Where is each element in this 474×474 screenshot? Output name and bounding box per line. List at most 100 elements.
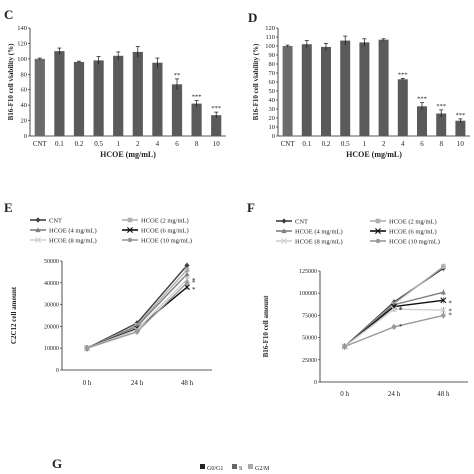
category-label: 1 xyxy=(363,140,367,148)
y-tick-label: 30 xyxy=(269,106,276,113)
y-tick-label: 110 xyxy=(265,34,275,41)
y-tick-label: 100000 xyxy=(299,291,317,297)
data-point xyxy=(441,313,446,318)
y-tick-label: 0 xyxy=(24,133,27,140)
y-tick-label: 140 xyxy=(17,25,27,32)
data-point xyxy=(184,262,190,268)
legend-marker xyxy=(127,237,133,243)
legend-label: HCOE (8 mg/mL) xyxy=(49,238,97,245)
y-tick-label: 50000 xyxy=(302,336,317,342)
y-tick-label: 80 xyxy=(21,71,28,78)
y-tick-label: 125000 xyxy=(299,269,317,275)
legend-marker xyxy=(375,238,381,244)
significance-mark: ** xyxy=(174,72,181,79)
legend-marker xyxy=(375,228,381,234)
data-point xyxy=(84,345,90,351)
legend-marker-b xyxy=(35,237,41,243)
bar-4 xyxy=(397,79,408,136)
bar-2 xyxy=(378,39,389,137)
category-label: 4 xyxy=(401,140,405,148)
y-tick-label: 40000 xyxy=(44,281,59,287)
x-axis-label: HCOE (mg/mL) xyxy=(100,150,156,159)
g-legend-swatch-s xyxy=(232,464,237,469)
y-tick-label: 60 xyxy=(269,79,276,86)
x-tick-label: 0 h xyxy=(83,379,92,387)
data-point xyxy=(441,264,446,269)
legend-label: HCOE (6 mg/mL) xyxy=(141,228,189,235)
bar-6 xyxy=(417,106,427,136)
category-label: 2 xyxy=(136,140,140,148)
legend-marker xyxy=(127,217,133,223)
significance-mark: *** xyxy=(417,96,427,103)
significance-mark: * xyxy=(448,311,452,319)
bar-8 xyxy=(191,103,202,136)
bar-0.5 xyxy=(340,40,351,136)
y-tick-label: 10 xyxy=(269,124,276,131)
bar-CNT xyxy=(34,58,45,136)
category-label: CNT xyxy=(33,140,48,148)
y-tick-label: 80 xyxy=(269,61,276,68)
significance-mark: *** xyxy=(192,94,202,101)
data-point-b xyxy=(391,306,397,313)
legend-marker-b xyxy=(375,228,381,234)
category-label: 10 xyxy=(213,140,221,148)
series-line xyxy=(86,269,188,349)
y-tick-label: 50 xyxy=(269,88,276,95)
panel-letter-e: E xyxy=(4,200,13,215)
significance-mark: * xyxy=(448,299,452,307)
chart-f: CNT HCOE (2 mg/mL) HCOE (4 mg/mL) HCOE (6 m… xyxy=(262,218,468,398)
x-tick-label: 24 h xyxy=(388,390,401,398)
category-label: 0.1 xyxy=(55,140,64,148)
y-tick-label: 75000 xyxy=(302,313,317,319)
series-line xyxy=(86,282,188,349)
bar-2 xyxy=(132,51,143,136)
bar-CNT xyxy=(282,46,293,136)
y-axis-label: C2C12 cell amount xyxy=(10,286,18,344)
panel-letter-f: F xyxy=(247,200,255,215)
x-axis-label: HCOE (mg/mL) xyxy=(346,150,402,159)
data-point xyxy=(342,344,347,349)
legend-marker xyxy=(35,237,41,243)
y-tick-label: 30000 xyxy=(44,303,59,309)
bar-10 xyxy=(211,115,222,136)
bar-1 xyxy=(113,55,124,137)
data-point-b xyxy=(440,307,447,314)
significance-mark: *** xyxy=(456,112,466,119)
panel-letter-d: D xyxy=(248,10,257,25)
g-legend-g0g1: G0/G1 xyxy=(207,466,223,472)
panel-g-legend: G0/G1 S G2/M xyxy=(200,464,270,472)
legend-marker-b xyxy=(281,238,287,244)
data-point xyxy=(440,289,446,295)
y-tick-label: 40 xyxy=(269,97,276,104)
legend-label: HCOE (4 mg/mL) xyxy=(49,228,97,235)
bar-0.2 xyxy=(321,46,331,136)
category-label: 0.2 xyxy=(75,140,84,148)
y-axis-label: B16-F10 cell amount xyxy=(262,295,270,357)
y-tick-label: 100 xyxy=(17,56,27,63)
chart-e: CNT HCOE (2 mg/mL) HCOE (4 mg/mL) HCOE (6 m… xyxy=(10,217,212,387)
legend-marker xyxy=(35,217,41,223)
significance-mark: * xyxy=(399,323,403,331)
y-tick-label: 10000 xyxy=(44,346,59,352)
y-axis-label: B16-F10 cell viability (%) xyxy=(7,43,15,120)
x-tick-label: 48 h xyxy=(437,390,450,398)
bar-8 xyxy=(436,113,447,136)
y-axis-label: B16-F10 cell viability (%) xyxy=(252,43,260,120)
significance-mark: *** xyxy=(436,103,446,110)
category-label: 8 xyxy=(439,140,443,148)
bar-4 xyxy=(152,62,163,136)
significance-mark: *** xyxy=(211,105,221,112)
significance-mark: * xyxy=(192,286,196,294)
bar-0.1 xyxy=(54,51,65,137)
y-tick-label: 20 xyxy=(269,115,276,122)
legend-label: CNT xyxy=(49,218,62,225)
category-label: CNT xyxy=(281,140,296,148)
significance-mark: * xyxy=(399,306,403,314)
data-point-b xyxy=(440,297,447,304)
legend-label: HCOE (10 mg/mL) xyxy=(389,239,440,246)
g-legend-g2m: G2/M xyxy=(255,466,270,472)
legend-marker xyxy=(35,227,41,233)
g-legend-swatch-g2m xyxy=(248,464,253,469)
y-tick-label: 0 xyxy=(314,380,317,386)
data-point-b xyxy=(184,284,190,291)
